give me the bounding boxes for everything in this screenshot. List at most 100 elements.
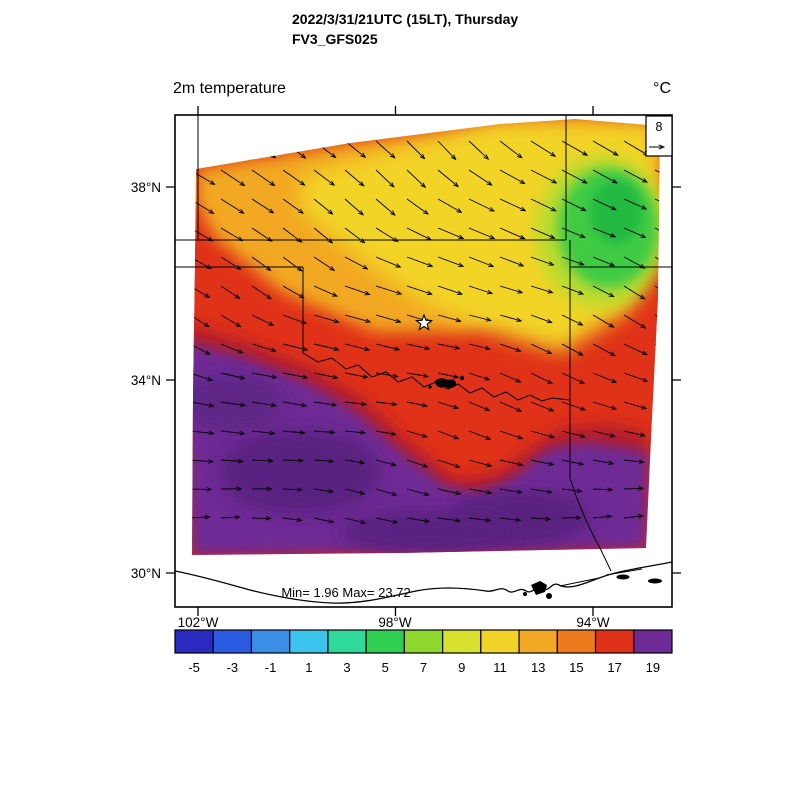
colorbar-segment	[480, 629, 520, 654]
bay-feature	[531, 581, 547, 595]
wind-arrow	[344, 198, 363, 215]
wind-arrow	[282, 401, 306, 406]
wind-arrow	[437, 169, 458, 187]
island	[616, 574, 630, 580]
colorbar: -5 -3 -1 1 3 5 7 9 11 13 15 17 19	[174, 629, 673, 675]
colorbar-segment	[174, 629, 214, 654]
wind-arrow	[344, 169, 364, 186]
wind-arrow	[375, 140, 395, 158]
colorbar-tick-label: 17	[607, 660, 621, 675]
colorbar-segment	[442, 629, 482, 654]
wind-arrow	[313, 431, 335, 433]
wind-arrow	[192, 372, 212, 380]
wind-arrow	[406, 517, 429, 522]
wind-arrow	[313, 488, 333, 492]
wind-arrow	[592, 198, 616, 210]
wind-arrow	[344, 140, 365, 157]
field-purple-core	[340, 510, 520, 554]
wind-arrow	[623, 285, 645, 299]
axis-ticks	[166, 106, 681, 616]
wind-arrow	[530, 430, 554, 438]
wind-arrow	[220, 169, 245, 186]
colorbar-segment	[518, 629, 558, 654]
lon-label-94w: 94°W	[576, 615, 609, 630]
map-frame	[174, 114, 673, 608]
wind-arrow	[406, 401, 427, 406]
colorbar-tick-label: 13	[531, 660, 545, 675]
wind-arrow	[251, 343, 276, 351]
lon-label-102w: 102°W	[178, 615, 219, 630]
wind-arrow	[220, 401, 245, 406]
wind-arrow	[499, 401, 521, 411]
wind-arrow	[530, 256, 554, 265]
gulf-coastline	[175, 561, 672, 604]
wind-arrow	[375, 517, 398, 523]
wind-arrow	[282, 489, 302, 490]
wind-arrow	[592, 256, 614, 266]
wind-arrow	[654, 169, 660, 182]
wind-arrow	[313, 372, 338, 378]
wind-arrow	[313, 343, 339, 350]
wind-arrow	[561, 314, 583, 325]
wind-arrow	[623, 430, 645, 436]
colorbar-tick-label: 7	[420, 660, 427, 675]
wind-arrow	[530, 401, 553, 411]
wind-arrow	[313, 517, 333, 522]
wind-arrow	[530, 518, 550, 519]
lat-label-38n: 38°N	[131, 180, 161, 195]
wind-arrow	[220, 517, 240, 518]
wind-arrow	[592, 459, 613, 464]
wind-arrow	[406, 198, 428, 214]
wind-arrow	[437, 256, 463, 266]
colorbar-tick-label: 19	[646, 660, 660, 675]
wind-arrow	[499, 314, 521, 321]
colorbar-segment	[365, 629, 405, 654]
wind-arrow	[499, 430, 523, 439]
lon-label-98w: 98°W	[378, 615, 411, 630]
wind-arrow	[437, 459, 460, 467]
wind-arrow	[592, 314, 614, 327]
wind-arrow	[375, 198, 395, 215]
wind-arrow	[499, 198, 525, 211]
barrier-island	[559, 577, 600, 587]
wind-arrow	[592, 401, 616, 409]
wind-arrow	[592, 489, 612, 490]
wind-arrow	[468, 459, 492, 466]
colorbar-tick-label: 9	[458, 660, 465, 675]
wind-arrow	[499, 285, 522, 293]
wind-arrow	[375, 285, 401, 294]
wind-arrow	[468, 227, 494, 239]
wind-arrow	[623, 314, 646, 328]
wind-arrow	[220, 372, 245, 379]
geography-layer	[175, 115, 672, 604]
wind-arrow	[654, 227, 660, 240]
wind-arrow	[220, 140, 246, 156]
wind-arrow	[406, 169, 425, 187]
wind-arrow	[654, 314, 660, 328]
wind-arrow	[313, 314, 339, 322]
wind-arrow	[592, 372, 616, 382]
field-purple-core	[220, 430, 380, 514]
wind-arrow	[468, 343, 490, 349]
wind-arrow	[251, 372, 277, 378]
wind-arrow	[251, 169, 275, 186]
temperature-field	[192, 119, 660, 555]
colorbar-segment	[250, 629, 291, 654]
wind-arrow	[313, 169, 334, 185]
variable-label: 2m temperature	[173, 80, 286, 97]
wind-arrow	[592, 140, 618, 155]
wind-arrow	[282, 460, 303, 461]
wind-arrow	[251, 256, 271, 270]
wind-arrow	[530, 372, 552, 383]
wind-arrow	[499, 169, 525, 184]
wind-arrow	[406, 488, 429, 495]
bay-feature	[523, 592, 527, 596]
wind-arrow	[375, 169, 394, 187]
wind-arrow	[375, 488, 397, 495]
colorbar-tick-label: -1	[265, 660, 277, 675]
wind-arrow	[251, 460, 273, 461]
wind-arrow	[654, 285, 660, 301]
wind-arrow	[282, 169, 305, 185]
